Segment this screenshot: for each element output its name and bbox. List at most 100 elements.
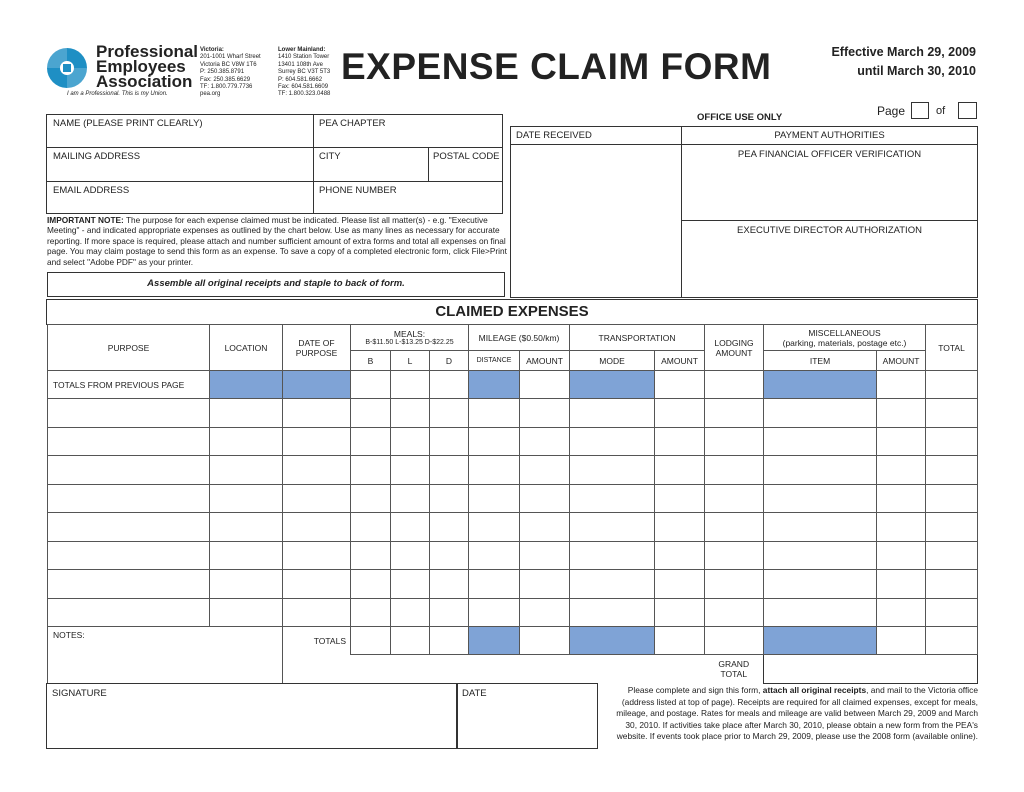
distance-cell[interactable]: [468, 597, 520, 627]
mode-cell[interactable]: [569, 569, 655, 599]
lunch-cell[interactable]: [390, 398, 430, 428]
purpose-cell[interactable]: [47, 569, 210, 599]
mode-cell[interactable]: [569, 512, 655, 542]
totals-mode-cell[interactable]: [569, 626, 655, 655]
totals-misc-amount-cell[interactable]: [876, 626, 926, 655]
lodging-cell[interactable]: [704, 597, 764, 627]
misc-amount-cell[interactable]: [876, 455, 926, 485]
date-received-field[interactable]: DATE RECEIVED: [516, 130, 592, 141]
dinner-cell[interactable]: [429, 597, 469, 627]
totals-lodging-cell[interactable]: [704, 626, 764, 655]
distance-cell[interactable]: [468, 540, 520, 570]
dinner-cell[interactable]: [429, 426, 469, 456]
lodging-cell[interactable]: [704, 569, 764, 599]
mileage-amount-cell[interactable]: [519, 455, 570, 485]
totals-item-cell[interactable]: [763, 626, 877, 655]
lunch-cell[interactable]: [390, 540, 430, 570]
lunch-cell[interactable]: [390, 426, 430, 456]
totals-distance-cell[interactable]: [468, 626, 520, 655]
dinner-cell[interactable]: [429, 483, 469, 513]
totals-mileage-amount-cell[interactable]: [519, 626, 570, 655]
misc-amount-cell[interactable]: [876, 597, 926, 627]
distance-cell[interactable]: [468, 483, 520, 513]
lunch-cell[interactable]: [390, 597, 430, 627]
item-cell[interactable]: [763, 569, 877, 599]
misc-amount-cell[interactable]: [876, 512, 926, 542]
item-cell[interactable]: [763, 398, 877, 428]
mileage-amount-cell[interactable]: [519, 597, 570, 627]
purpose-cell[interactable]: [47, 426, 210, 456]
transport-amount-cell[interactable]: [654, 426, 705, 456]
item-cell[interactable]: [763, 455, 877, 485]
totals-breakfast-cell[interactable]: [350, 626, 391, 655]
transport-amount-cell[interactable]: [654, 455, 705, 485]
distance-cell[interactable]: [468, 426, 520, 456]
breakfast-cell[interactable]: [350, 597, 391, 627]
location-cell[interactable]: [209, 483, 283, 513]
breakfast-cell[interactable]: [350, 483, 391, 513]
mileage-amount-cell[interactable]: [519, 370, 570, 399]
misc-amount-cell[interactable]: [876, 569, 926, 599]
page-total-input[interactable]: [958, 102, 977, 119]
lodging-cell[interactable]: [704, 455, 764, 485]
postal-code-field[interactable]: POSTAL CODE: [433, 151, 500, 162]
distance-cell[interactable]: [468, 512, 520, 542]
purpose-cell[interactable]: [47, 483, 210, 513]
purpose-cell[interactable]: [47, 540, 210, 570]
purpose-cell[interactable]: [47, 597, 210, 627]
date-cell[interactable]: [282, 426, 351, 456]
lodging-cell[interactable]: [704, 426, 764, 456]
signature-field[interactable]: [46, 683, 458, 749]
chapter-field[interactable]: PEA CHAPTER: [319, 118, 386, 129]
mileage-amount-cell[interactable]: [519, 398, 570, 428]
location-cell[interactable]: [209, 398, 283, 428]
breakfast-cell[interactable]: [350, 455, 391, 485]
location-cell[interactable]: [209, 540, 283, 570]
transport-amount-cell[interactable]: [654, 597, 705, 627]
transport-amount-cell[interactable]: [654, 483, 705, 513]
location-cell[interactable]: [209, 512, 283, 542]
dinner-cell[interactable]: [429, 455, 469, 485]
location-cell[interactable]: [209, 455, 283, 485]
mailing-address-field[interactable]: MAILING ADDRESS: [53, 151, 141, 162]
lodging-cell[interactable]: [704, 483, 764, 513]
distance-cell[interactable]: [468, 569, 520, 599]
mode-cell[interactable]: [569, 370, 655, 399]
mode-cell[interactable]: [569, 540, 655, 570]
mode-cell[interactable]: [569, 483, 655, 513]
transport-amount-cell[interactable]: [654, 512, 705, 542]
notes-field[interactable]: NOTES:: [47, 626, 283, 684]
financial-officer-verification-field[interactable]: PEA FINANCIAL OFFICER VERIFICATION: [737, 149, 922, 160]
breakfast-cell[interactable]: [350, 569, 391, 599]
page-number-input[interactable]: [911, 102, 929, 119]
total-cell[interactable]: [925, 597, 978, 627]
lodging-cell[interactable]: [704, 540, 764, 570]
date-cell[interactable]: [282, 540, 351, 570]
total-cell[interactable]: [925, 483, 978, 513]
location-cell[interactable]: [209, 597, 283, 627]
date-cell[interactable]: [282, 512, 351, 542]
mileage-amount-cell[interactable]: [519, 540, 570, 570]
date-field[interactable]: [456, 683, 598, 749]
breakfast-cell[interactable]: [350, 426, 391, 456]
item-cell[interactable]: [763, 597, 877, 627]
totals-lunch-cell[interactable]: [390, 626, 430, 655]
mode-cell[interactable]: [569, 398, 655, 428]
transport-amount-cell[interactable]: [654, 370, 705, 399]
total-cell[interactable]: [925, 540, 978, 570]
totals-total-cell[interactable]: [925, 626, 978, 655]
item-cell[interactable]: [763, 512, 877, 542]
location-cell[interactable]: [209, 426, 283, 456]
transport-amount-cell[interactable]: [654, 569, 705, 599]
misc-amount-cell[interactable]: [876, 540, 926, 570]
total-cell[interactable]: [925, 370, 978, 399]
total-cell[interactable]: [925, 512, 978, 542]
lodging-cell[interactable]: [704, 398, 764, 428]
date-cell[interactable]: [282, 370, 351, 399]
dinner-cell[interactable]: [429, 370, 469, 399]
transport-amount-cell[interactable]: [654, 398, 705, 428]
lunch-cell[interactable]: [390, 512, 430, 542]
executive-director-authorization-field[interactable]: EXECUTIVE DIRECTOR AUTHORIZATION: [737, 225, 922, 236]
breakfast-cell[interactable]: [350, 512, 391, 542]
dinner-cell[interactable]: [429, 512, 469, 542]
